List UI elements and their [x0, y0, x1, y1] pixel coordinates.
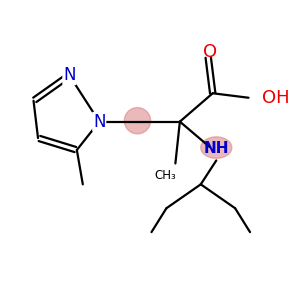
Text: CH₃: CH₃ — [154, 169, 176, 182]
Text: NH: NH — [203, 141, 229, 156]
Text: N: N — [93, 112, 106, 130]
Ellipse shape — [201, 137, 232, 158]
Text: O: O — [203, 43, 217, 61]
Ellipse shape — [124, 108, 151, 134]
Text: OH: OH — [262, 89, 289, 107]
Text: N: N — [63, 66, 76, 84]
